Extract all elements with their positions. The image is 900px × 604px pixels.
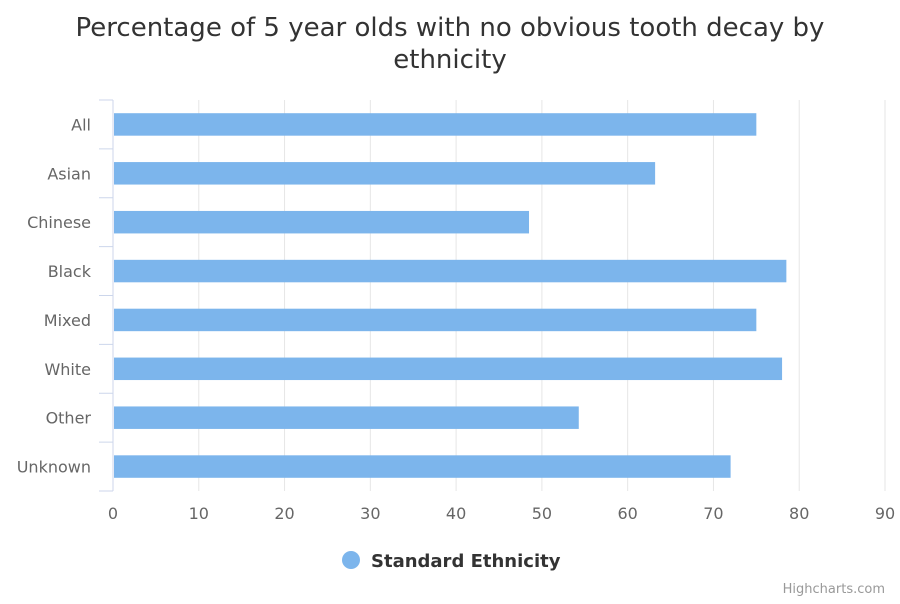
category-axis: All Asian Chinese Black Mixed White Other Unkno… [17,99,114,492]
bar [114,308,757,332]
value-tick-label: 50 [532,504,552,523]
value-axis-ticks: 0 10 20 30 40 50 60 70 80 90 [108,504,895,523]
category-label: White [44,360,91,379]
legend[interactable]: Standard Ethnicity [342,551,561,572]
credits-link[interactable]: Highcharts.com [783,582,885,597]
bar [114,113,757,136]
bar [114,162,656,185]
legend-label[interactable]: Standard Ethnicity [371,551,561,572]
category-label: Other [46,409,92,428]
bar [114,210,530,234]
category-label: All [71,115,91,134]
value-tick-label: 70 [703,504,723,523]
chart-title-line-1: Percentage of 5 year olds with no obviou… [76,13,825,43]
value-tick-label: 10 [189,504,209,523]
category-label: Chinese [27,213,91,232]
value-tick-label: 40 [446,504,466,523]
chart-title-line-2: ethnicity [393,45,506,75]
category-label: Mixed [44,311,91,330]
bars [114,113,787,478]
bar [114,259,787,283]
value-tick-label: 30 [360,504,380,523]
value-tick-label: 90 [875,504,895,523]
category-label: Unknown [17,458,91,477]
category-label: Black [48,262,92,281]
bar [114,357,783,381]
value-tick-label: 20 [274,504,294,523]
value-tick-label: 60 [617,504,637,523]
legend-marker[interactable] [342,551,360,569]
value-tick-label: 80 [789,504,809,523]
bar [114,455,731,478]
bar [114,406,579,429]
value-tick-label: 0 [108,504,118,523]
category-label: Asian [47,164,91,183]
gridlines [198,100,886,491]
